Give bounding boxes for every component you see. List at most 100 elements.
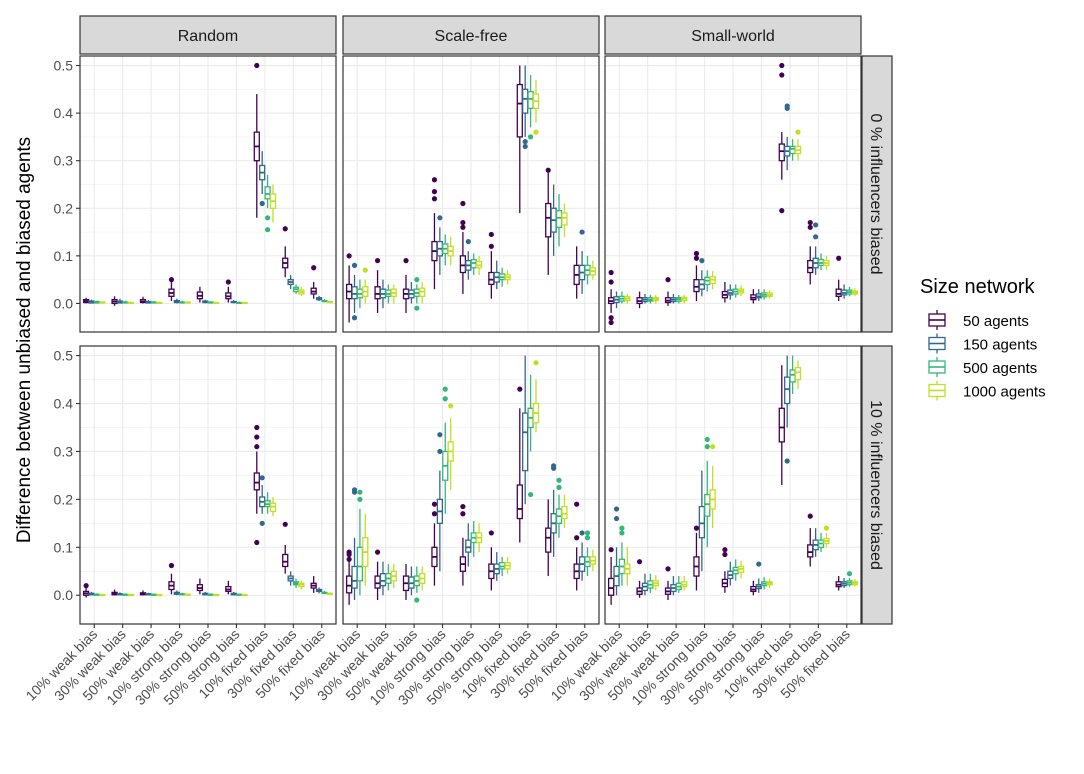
- box-body: [807, 259, 814, 274]
- panel-random-row-2: [79, 345, 337, 625]
- box-50-weak-bias-series-1: [402, 274, 410, 313]
- box-10-fixed-bias-series-4: [794, 360, 802, 390]
- box-body: [693, 279, 700, 293]
- y-tick-label: 0.5: [54, 348, 74, 364]
- box-30-strong-bias-series-1: [459, 232, 467, 294]
- outlier-point: [437, 215, 443, 221]
- box-body: [253, 472, 260, 491]
- box-body: [607, 577, 615, 596]
- outlier-point: [259, 475, 265, 481]
- outlier-point: [784, 458, 790, 464]
- box-10-weak-bias-series-1: [607, 556, 615, 605]
- outlier-point: [779, 72, 785, 78]
- box-10-strong-bias-series-1: [693, 532, 700, 591]
- outlier-point: [254, 62, 260, 69]
- y-tick-label: 0.2: [54, 200, 74, 216]
- box-50-strong-bias-series-3: [498, 267, 506, 287]
- box-50-strong-bias-series-4: [766, 290, 773, 299]
- outlier-point: [437, 448, 443, 455]
- panel-scale-free-row-1: [342, 55, 600, 333]
- strip-label: 0 % influencers biased: [867, 114, 884, 275]
- box-10-weak-bias-series-3: [618, 291, 626, 304]
- box-50-fixed-bias-series-2: [578, 251, 586, 294]
- strip-background: [861, 345, 893, 625]
- box-30-fixed-bias-series-1: [545, 499, 552, 577]
- strip-background: [604, 15, 862, 55]
- outlier-point: [693, 525, 700, 531]
- box-50-fixed-bias-series-4: [326, 300, 334, 304]
- box-10-strong-bias-series-4: [447, 417, 454, 490]
- box-30-strong-bias-series-4: [212, 593, 220, 597]
- panel-scale-free-row-2: [342, 345, 600, 625]
- legend: Size network 50 agents 150 agents 500 agen…: [920, 276, 1046, 401]
- box-50-fixed-bias-series-2: [315, 295, 323, 302]
- outlier-point: [414, 597, 420, 603]
- legend-entry-1: 50 agents: [928, 310, 1029, 330]
- outlier-point: [846, 571, 853, 577]
- outlier-point: [488, 530, 494, 536]
- panel-small-world-row-2: [604, 345, 862, 625]
- box-10-weak-bias-series-4: [99, 301, 106, 304]
- box-10-weak-bias-series-4: [362, 279, 369, 304]
- strip-background: [861, 55, 893, 333]
- panel-random-row-1: [79, 55, 337, 333]
- box-30-strong-bias-series-1: [721, 282, 729, 303]
- legend-key-icon: [928, 380, 946, 401]
- outlier-point: [374, 258, 381, 264]
- box-30-weak-bias-series-4: [127, 301, 134, 304]
- box-body: [561, 505, 568, 520]
- legend-entry-3: 500 agents: [928, 357, 1037, 377]
- outlier-point: [460, 219, 466, 226]
- box-30-weak-bias-series-1: [636, 580, 643, 598]
- y-axis-label: Difference between unbiased and biased a…: [14, 137, 35, 543]
- outlier-point: [807, 219, 813, 226]
- y-tick-label: 0.5: [54, 58, 74, 74]
- outlier-point: [813, 222, 819, 228]
- box-30-strong-bias-series-2: [465, 523, 472, 567]
- box-10-fixed-bias-series-1: [253, 94, 260, 218]
- box-10-fixed-bias-series-1: [516, 408, 523, 543]
- box-body: [794, 366, 802, 381]
- box-10-fixed-bias-series-3: [264, 174, 271, 209]
- outlier-point: [465, 238, 471, 245]
- outlier-point: [795, 129, 801, 135]
- strip-background: [342, 15, 600, 55]
- box-30-weak-bias-series-4: [652, 294, 659, 304]
- box-body: [282, 553, 289, 568]
- outlier-point: [488, 231, 494, 238]
- box-50-strong-bias-series-1: [225, 580, 232, 595]
- box-10-fixed-bias-series-3: [527, 374, 534, 452]
- y-tick-label: 0.0: [54, 295, 74, 311]
- outlier-point: [613, 515, 620, 522]
- y-axis-row-1: 0.0 0.1 0.2 0.3 0.4 0.5: [54, 58, 80, 311]
- outlier-point: [225, 279, 231, 285]
- outlier-point: [556, 484, 562, 490]
- outlier-point: [608, 315, 614, 321]
- box-50-weak-bias-series-2: [408, 566, 415, 596]
- outlier-point: [608, 279, 614, 285]
- box-10-strong-bias-series-2: [436, 470, 444, 572]
- outlier-point: [807, 224, 813, 230]
- legend-key-icon: [928, 357, 946, 377]
- y-axis-row-2: 0.0 0.1 0.2 0.3 0.4 0.5: [54, 348, 80, 603]
- strip-small-world: Small-world: [604, 15, 862, 55]
- strip-row-1: 0 % influencers biased: [861, 55, 893, 333]
- box-30-fixed-bias-series-4: [298, 580, 305, 590]
- box-30-fixed-bias-series-3: [292, 284, 300, 294]
- outlier-point: [264, 227, 271, 233]
- box-50-strong-bias-series-4: [504, 270, 511, 285]
- outlier-point: [351, 489, 358, 495]
- outlier-point: [665, 566, 671, 572]
- box-50-strong-bias-series-2: [493, 552, 500, 581]
- box-10-fixed-bias-series-4: [269, 184, 277, 223]
- box-10-strong-bias-series-3: [704, 461, 711, 548]
- box-body: [789, 145, 796, 155]
- box-10-strong-bias-series-1: [168, 573, 175, 595]
- box-30-strong-bias-series-1: [721, 571, 729, 593]
- panel-small-world-row-1: [604, 55, 862, 333]
- box-30-strong-bias-series-3: [207, 301, 214, 304]
- outlier-point: [357, 496, 363, 502]
- box-body: [545, 527, 552, 553]
- outlier-point: [346, 253, 352, 259]
